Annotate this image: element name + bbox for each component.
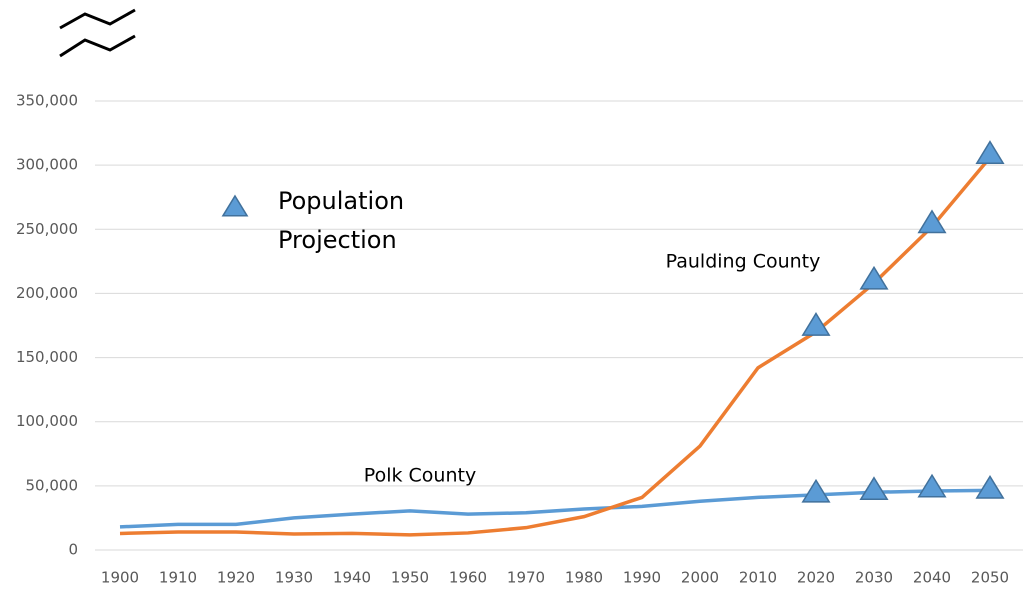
projection-marker <box>917 473 947 498</box>
projection-marker <box>859 265 889 290</box>
x-tick-label: 2000 <box>681 569 719 587</box>
x-tick-label: 1930 <box>275 569 313 587</box>
legend-box <box>220 180 480 262</box>
projection-marker <box>975 474 1005 499</box>
projection-marker <box>859 476 889 501</box>
x-tick-label: 1920 <box>217 569 255 587</box>
x-tick-label: 1950 <box>391 569 429 587</box>
x-tick-label: 1990 <box>623 569 661 587</box>
x-tick-label: 2050 <box>971 569 1009 587</box>
x-tick-label: 1960 <box>449 569 487 587</box>
legend-marker <box>221 194 249 217</box>
y-tick-label: 300,000 <box>16 156 78 174</box>
y-tick-label: 250,000 <box>16 220 78 238</box>
series-line <box>119 488 991 529</box>
projection-marker <box>975 140 1005 164</box>
icon <box>59 8 136 58</box>
projection-marker <box>801 312 831 336</box>
y-tick-label: 150,000 <box>16 348 78 366</box>
x-tick-label: 2020 <box>797 569 835 587</box>
y-tick-label: 200,000 <box>16 284 78 302</box>
x-tick-label: 1900 <box>101 569 139 587</box>
x-tick-label: 1940 <box>333 569 371 587</box>
projection-marker <box>917 209 947 234</box>
x-tick-label: 2010 <box>739 569 777 587</box>
y-tick-label: 100,000 <box>16 412 78 430</box>
x-tick-label: 1970 <box>507 569 545 587</box>
x-tick-label: 1980 <box>565 569 603 587</box>
legend-label: Population Projection <box>278 187 404 254</box>
x-tick-label: 2040 <box>913 569 951 587</box>
x-tick-label: 1910 <box>159 569 197 587</box>
x-tick-label: 2030 <box>855 569 893 587</box>
y-tick-label: 50,000 <box>26 476 79 494</box>
series-label: Paulding County <box>666 251 821 273</box>
y-tick-label: 350,000 <box>16 92 78 110</box>
series-label: Polk County <box>364 465 476 487</box>
y-tick-label: 0 <box>68 541 78 559</box>
series-line <box>119 156 992 537</box>
projection-marker <box>801 478 831 503</box>
